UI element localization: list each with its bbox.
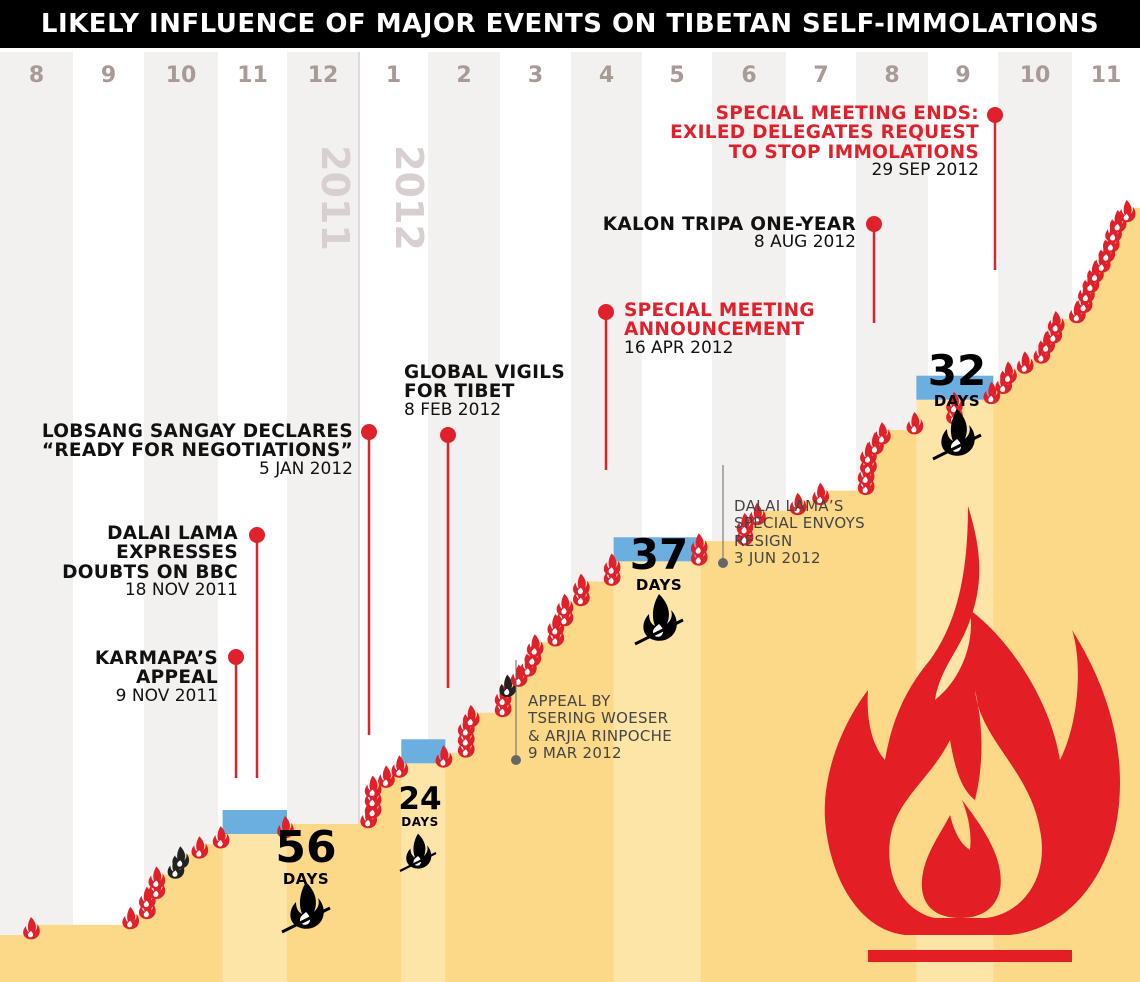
event-title-line: LOBSANG SANGAY DECLARES — [41, 421, 353, 442]
gap-label-24: 24 DAYS — [392, 781, 448, 830]
event-title-line: TO STOP IMMOLATIONS — [728, 141, 979, 163]
month-label: 8 — [884, 63, 899, 88]
event-marker-dot — [598, 304, 614, 320]
gap-label-37: 37 DAYS — [614, 530, 704, 595]
gap-label-32: 32 DAYS — [915, 346, 999, 411]
month-band — [0, 52, 73, 982]
event-label-special-ends: SPECIAL MEETING ENDS: EXILED DELEGATES R… — [670, 104, 979, 180]
large-flame-illustration — [824, 506, 1121, 962]
event-marker-dot — [440, 427, 456, 443]
event-marker-dot — [249, 527, 265, 543]
month-label: 11 — [237, 63, 268, 88]
month-label: 5 — [669, 63, 684, 88]
minor-marker-dot — [511, 755, 521, 765]
event-title-line: DALAI LAMA — [107, 523, 238, 544]
no-immolation-icon — [281, 882, 331, 934]
no-immolation-icon — [634, 594, 684, 646]
event-title-line: SPECIAL MEETING ENDS: — [715, 103, 979, 124]
event-date: 9 NOV 2011 — [115, 685, 218, 706]
month-label: 9 — [101, 63, 116, 88]
gap-days: 56 — [275, 822, 337, 873]
event-label-kalon: KALON TRIPA ONE-YEAR 8 AUG 2012 — [603, 215, 856, 252]
event-marker-dot — [987, 107, 1003, 123]
minor-event-envoys: DALAI LAMA’S SPECIAL ENVOYS RESIGN 3 JUN… — [734, 497, 865, 567]
event-title-line: DOUBTS ON BBC — [62, 561, 238, 583]
no-immolation-icon — [932, 409, 982, 461]
minor-event-line: APPEAL BY — [528, 692, 611, 710]
event-title-line: KARMAPA’S — [94, 648, 218, 669]
event-title-line: GLOBAL VIGILS — [404, 362, 565, 383]
month-label: 1 — [386, 63, 401, 88]
minor-event-date: 9 MAR 2012 — [528, 743, 622, 762]
event-date: 16 APR 2012 — [624, 337, 734, 358]
year-label-2011: 2011 — [313, 145, 357, 251]
no-immolation-icon — [399, 833, 437, 873]
event-marker-dot — [866, 216, 882, 232]
year-label-2012: 2012 — [387, 145, 431, 251]
event-marker-dot — [228, 649, 244, 665]
minor-event-line: TSERING WOESER — [528, 709, 669, 728]
month-label: 8 — [29, 63, 44, 88]
gap-days-unit: DAYS — [282, 870, 330, 888]
title-bar: LIKELY INFLUENCE OF MAJOR EVENTS ON TIBE… — [0, 0, 1140, 48]
event-title-line: APPEAL — [136, 667, 218, 689]
event-marker-dot — [361, 424, 377, 440]
event-title-line: KALON TRIPA ONE-YEAR — [602, 214, 856, 235]
event-title-line: ANNOUNCEMENT — [624, 319, 805, 341]
minor-event-line: DALAI LAMA’S — [734, 497, 844, 515]
event-label-dalai-bbc: DALAI LAMA EXPRESSES DOUBTS ON BBC 18 NO… — [62, 524, 238, 600]
gap-days-unit: DAYS — [933, 392, 981, 410]
gap-days: 24 — [398, 781, 442, 817]
event-title-line: EXPRESSES — [116, 542, 238, 564]
no-fire-strike — [399, 851, 437, 873]
gap-bar — [222, 810, 287, 834]
minor-marker-dot — [718, 558, 728, 568]
event-date: 8 AUG 2012 — [753, 232, 856, 253]
month-label: 10 — [1020, 63, 1051, 88]
minor-event-woeser: APPEAL BY TSERING WOESER & ARJIA RINPOCH… — [528, 692, 672, 762]
event-date: 8 FEB 2012 — [404, 399, 502, 420]
event-date: 29 SEP 2012 — [871, 160, 980, 181]
no-fire-strike — [281, 906, 331, 934]
no-fire-strike — [932, 433, 982, 461]
month-label: 4 — [599, 63, 614, 88]
month-label: 6 — [741, 63, 756, 88]
event-date: 18 NOV 2011 — [124, 580, 238, 601]
event-title-line: FOR TIBET — [404, 381, 515, 403]
gap-bar — [613, 537, 701, 562]
gap-days-unit: DAYS — [635, 576, 683, 594]
month-label: 7 — [813, 63, 828, 88]
event-label-special-announce: SPECIAL MEETING ANNOUNCEMENT 16 APR 2012 — [624, 301, 815, 358]
month-label: 11 — [1091, 63, 1122, 88]
gap-days: 37 — [629, 530, 689, 579]
gap-days-unit: DAYS — [401, 815, 439, 829]
month-band — [144, 52, 218, 982]
month-label: 3 — [528, 63, 543, 88]
minor-event-line: & ARJIA RINPOCHE — [528, 726, 672, 745]
event-title-line: EXILED DELEGATES REQUEST — [670, 122, 979, 144]
gap-highlight — [401, 763, 446, 982]
gap-highlight — [222, 834, 287, 982]
minor-event-date: 3 JUN 2012 — [734, 548, 821, 567]
event-label-vigils: GLOBAL VIGILS FOR TIBET 8 FEB 2012 — [404, 363, 565, 420]
month-label: 12 — [308, 63, 339, 88]
month-label: 2 — [456, 63, 471, 88]
event-date: 5 JAN 2012 — [259, 458, 353, 479]
gap-days: 32 — [927, 346, 987, 395]
no-fire-strike — [634, 618, 684, 646]
minor-event-line: RESIGN — [734, 531, 793, 550]
month-label: 10 — [166, 63, 197, 88]
chart-title: LIKELY INFLUENCE OF MAJOR EVENTS ON TIBE… — [40, 9, 1100, 39]
event-label-karmapa: KARMAPA’S APPEAL 9 NOV 2011 — [95, 649, 218, 706]
gap-label-56: 56 DAYS — [262, 822, 350, 889]
minor-event-line: SPECIAL ENVOYS — [734, 514, 865, 533]
event-title-line: SPECIAL MEETING — [624, 300, 815, 321]
event-label-lobsang: LOBSANG SANGAY DECLARES “READY FOR NEGOT… — [42, 422, 353, 479]
event-title-line: “READY FOR NEGOTIATIONS” — [41, 440, 353, 462]
month-label: 9 — [955, 63, 970, 88]
